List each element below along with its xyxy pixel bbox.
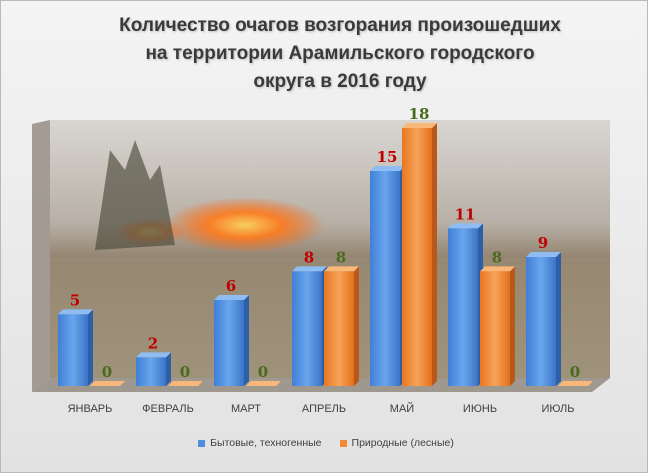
bar-household-5 <box>370 166 405 386</box>
bar-natural-6 <box>480 266 515 386</box>
value-label-natural-6: 8 <box>492 248 502 266</box>
value-label-natural-3: 0 <box>258 363 268 381</box>
value-label-natural-4: 8 <box>336 248 346 266</box>
value-label-natural-1: 0 <box>102 363 112 381</box>
value-label-natural-7: 0 <box>570 363 580 381</box>
bar-natural-1 <box>90 381 125 386</box>
x-tick-label-7: ИЮЛЬ <box>542 403 575 415</box>
value-label-household-4: 8 <box>304 248 314 266</box>
bar-natural-4 <box>324 266 359 386</box>
legend: Бытовые, техногенные Природные (лесные) <box>176 432 476 454</box>
value-label-household-3: 6 <box>226 277 236 295</box>
bar-natural-7 <box>558 381 593 386</box>
bar-household-3 <box>214 295 249 386</box>
bar-natural-3 <box>246 381 281 386</box>
value-label-natural-5: 18 <box>409 105 430 123</box>
bar-household-2 <box>136 352 171 386</box>
value-label-household-2: 2 <box>148 334 158 352</box>
value-label-natural-2: 0 <box>180 363 190 381</box>
x-tick-label-5: МАЙ <box>390 402 414 415</box>
value-label-household-7: 9 <box>538 234 548 252</box>
value-label-household-1: 5 <box>70 291 80 309</box>
x-tick-label-1: ЯНВАРЬ <box>68 403 113 415</box>
legend-swatch-household <box>198 439 206 447</box>
legend-label-natural: Природные (лесные) <box>351 437 454 449</box>
legend-item-natural: Природные (лесные) <box>339 437 454 449</box>
bar-household-6 <box>448 223 483 386</box>
legend-item-household: Бытовые, техногенные <box>198 437 322 449</box>
x-tick-label-6: ИЮНЬ <box>463 403 497 415</box>
x-tick-label-3: МАРТ <box>231 403 261 415</box>
bar-natural-2 <box>168 381 203 386</box>
bar-household-7 <box>526 252 561 386</box>
value-label-household-6: 11 <box>455 205 476 223</box>
value-label-household-5: 15 <box>377 148 398 166</box>
x-tick-label-4: АПРЕЛЬ <box>302 403 346 415</box>
legend-label-household: Бытовые, техногенные <box>210 437 322 449</box>
x-tick-label-2: ФЕВРАЛЬ <box>142 403 194 415</box>
bar-household-1 <box>58 309 93 386</box>
chart-title: Количество очагов возгорания произошедши… <box>119 15 561 92</box>
legend-swatch-natural <box>339 439 347 447</box>
bar-natural-5 <box>402 123 437 386</box>
bar-household-4 <box>292 266 327 386</box>
